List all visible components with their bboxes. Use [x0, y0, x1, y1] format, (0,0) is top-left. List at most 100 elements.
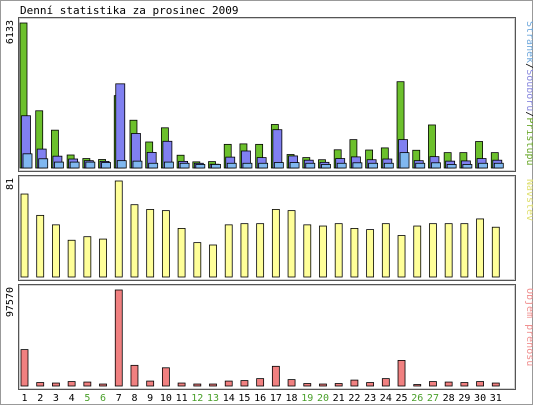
bar-objem-p-enosu-day-17 — [271, 365, 280, 387]
legend-item-1-1: Stránek — [524, 21, 533, 63]
x-tick-day-23: 23 — [364, 393, 376, 404]
legend-item-3-1: Objem přenosu — [524, 288, 533, 366]
panel-2-legend: Návštěv — [524, 179, 533, 221]
x-tick-day-5: 5 — [84, 393, 90, 404]
bar-objem-p-enosu-day-7 — [114, 289, 123, 387]
bar-n-v-t-v-day-11 — [177, 228, 186, 278]
legend-item-2-1: Návštěv — [524, 179, 533, 221]
bar-objem-p-enosu-day-21 — [334, 383, 343, 387]
panel-3-legend: Objem přenosu — [524, 288, 533, 366]
x-tick-day-7: 7 — [116, 393, 122, 404]
bar-n-v-t-v-day-18 — [287, 210, 296, 278]
bar-n-v-t-v-day-13 — [209, 244, 217, 278]
bar-n-v-t-v-day-27 — [429, 223, 437, 278]
bar-str-nek-day-5 — [85, 161, 96, 169]
x-tick-day-19: 19 — [301, 393, 313, 404]
x-tick-day-31: 31 — [490, 393, 502, 404]
bar-str-nek-day-2 — [38, 158, 49, 169]
x-tick-day-13: 13 — [207, 393, 219, 404]
bar-n-v-t-v-day-21 — [334, 223, 343, 278]
bar-n-v-t-v-day-10 — [161, 210, 170, 278]
bar-str-nek-day-20 — [321, 164, 331, 169]
x-tick-day-18: 18 — [286, 393, 298, 404]
bar-n-v-t-v-day-29 — [460, 223, 469, 278]
bar-n-v-t-v-day-3 — [52, 224, 60, 278]
bar-n-v-t-v-day-20 — [319, 225, 327, 278]
bar-str-nek-day-12 — [195, 164, 206, 169]
bar-n-v-t-v-day-1 — [20, 193, 29, 278]
bar-objem-p-enosu-day-5 — [83, 381, 92, 387]
bar-str-nek-day-26 — [415, 162, 426, 169]
legend-item-1-5: Přístupů — [524, 117, 533, 165]
bar-str-nek-day-10 — [163, 161, 174, 169]
x-tick-day-25: 25 — [396, 393, 408, 404]
bar-n-v-t-v-day-2 — [36, 214, 45, 278]
x-tick-day-2: 2 — [37, 393, 43, 404]
bar-n-v-t-v-day-12 — [193, 242, 202, 278]
x-tick-day-17: 17 — [270, 393, 282, 404]
bar-str-nek-day-3 — [54, 161, 64, 169]
bar-str-nek-day-21 — [336, 162, 347, 169]
x-tick-day-24: 24 — [380, 393, 392, 404]
bar-objem-p-enosu-day-13 — [209, 383, 217, 387]
bar-str-nek-day-1 — [22, 153, 33, 169]
bar-n-v-t-v-day-14 — [224, 224, 233, 278]
panel-2-inner-frame — [19, 176, 515, 280]
bar-objem-p-enosu-day-9 — [146, 380, 155, 387]
bar-n-v-t-v-day-23 — [366, 229, 375, 278]
bar-n-v-t-v-day-19 — [303, 224, 312, 278]
bar-str-nek-day-28 — [446, 164, 457, 169]
bar-objem-p-enosu-day-19 — [303, 383, 312, 387]
bar-str-nek-day-7 — [116, 160, 127, 169]
x-tick-day-14: 14 — [223, 393, 235, 404]
bar-str-nek-day-25 — [399, 152, 410, 169]
x-tick-day-30: 30 — [474, 393, 486, 404]
bar-objem-p-enosu-day-26 — [413, 384, 422, 387]
x-tick-day-10: 10 — [160, 393, 172, 404]
bar-objem-p-enosu-day-24 — [381, 378, 390, 387]
bar-n-v-t-v-day-9 — [146, 209, 155, 278]
legend-item-1-3: Souborů — [524, 69, 533, 111]
panel-1-frame — [18, 17, 516, 172]
x-tick-day-26: 26 — [411, 393, 423, 404]
x-tick-day-20: 20 — [317, 393, 329, 404]
bar-objem-p-enosu-day-31 — [491, 382, 500, 387]
x-tick-day-4: 4 — [69, 393, 75, 404]
bar-str-nek-day-15 — [242, 162, 253, 169]
bar-objem-p-enosu-day-27 — [429, 381, 437, 387]
bar-str-nek-day-16 — [258, 162, 269, 169]
bar-n-v-t-v-day-28 — [444, 223, 453, 278]
bar-objem-p-enosu-day-22 — [350, 379, 359, 387]
bar-n-v-t-v-day-16 — [256, 223, 265, 278]
panel-2-ymax-label: 81 — [5, 178, 16, 190]
panel-3-inner-frame — [19, 285, 515, 389]
bar-str-nek-day-19 — [305, 162, 316, 169]
panel-1-legend: Stránek/Souborů/Přístupů — [524, 21, 533, 166]
bar-str-nek-day-23 — [368, 162, 379, 169]
bar-n-v-t-v-day-26 — [413, 225, 422, 278]
bar-objem-p-enosu-day-29 — [460, 382, 469, 387]
x-tick-day-15: 15 — [238, 393, 250, 404]
bar-str-nek-day-17 — [273, 162, 284, 169]
x-tick-day-3: 3 — [53, 393, 59, 404]
bar-str-nek-day-30 — [478, 162, 488, 169]
bar-str-nek-day-14 — [226, 162, 237, 169]
legend-item-1-4: / — [524, 111, 533, 117]
bar-objem-p-enosu-day-15 — [240, 380, 249, 387]
bar-n-v-t-v-day-8 — [130, 204, 139, 278]
bar-soubor--day-7 — [115, 83, 126, 169]
x-tick-day-21: 21 — [333, 393, 345, 404]
bar-objem-p-enosu-day-2 — [36, 382, 45, 387]
bar-objem-p-enosu-day-18 — [287, 379, 296, 387]
bar-objem-p-enosu-day-28 — [444, 381, 453, 387]
bar-objem-p-enosu-day-30 — [476, 381, 484, 387]
bar-n-v-t-v-day-22 — [350, 228, 359, 278]
x-tick-day-6: 6 — [100, 393, 106, 404]
x-tick-day-27: 27 — [427, 393, 439, 404]
bar-n-v-t-v-day-31 — [491, 226, 500, 278]
bar-objem-p-enosu-day-25 — [397, 360, 406, 387]
bar-objem-p-enosu-day-14 — [224, 380, 233, 387]
bar-str-nek-day-8 — [132, 160, 143, 169]
bar-objem-p-enosu-day-6 — [99, 383, 107, 387]
